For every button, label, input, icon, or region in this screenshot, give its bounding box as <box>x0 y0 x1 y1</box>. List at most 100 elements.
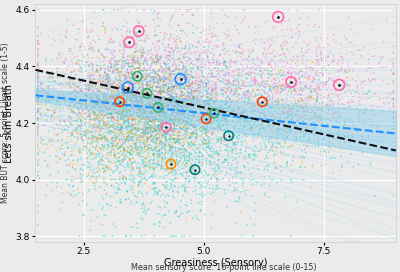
Point <box>87 91 94 95</box>
Point <box>206 103 212 107</box>
Point <box>186 137 192 141</box>
Point <box>157 101 164 106</box>
Point <box>252 25 258 29</box>
Point <box>133 31 140 36</box>
Point <box>128 138 134 143</box>
Point <box>121 69 127 74</box>
Point <box>232 78 239 82</box>
Point <box>76 27 82 31</box>
Point <box>298 110 305 114</box>
Point <box>308 116 315 120</box>
Point <box>76 98 83 102</box>
Point <box>119 52 126 56</box>
Point <box>126 116 132 120</box>
Point <box>116 146 122 151</box>
Point <box>134 75 140 79</box>
Point <box>184 59 191 64</box>
Point <box>115 94 122 99</box>
Point <box>74 159 81 163</box>
Point <box>123 106 129 111</box>
Point <box>170 76 176 81</box>
Point <box>111 105 117 109</box>
Point <box>169 96 175 101</box>
Point <box>190 97 196 101</box>
Point <box>146 101 153 105</box>
Point <box>263 144 270 148</box>
Point <box>212 152 218 156</box>
Point <box>38 115 45 119</box>
Point <box>49 70 55 74</box>
Point <box>324 80 331 84</box>
Point <box>119 177 126 181</box>
Point <box>311 111 317 116</box>
Point <box>257 83 264 87</box>
Point <box>128 135 134 139</box>
Point <box>152 222 159 226</box>
Point <box>195 99 201 103</box>
Point <box>390 105 397 109</box>
Point <box>97 100 103 105</box>
Point <box>280 41 287 45</box>
Point <box>140 160 147 164</box>
Point <box>75 132 82 137</box>
Point <box>361 107 368 112</box>
Point <box>109 95 116 99</box>
Point <box>86 47 92 51</box>
Point <box>126 108 132 112</box>
Point <box>191 115 197 120</box>
Point <box>76 124 82 128</box>
Point <box>182 77 189 81</box>
Point <box>185 55 191 59</box>
Point <box>129 105 136 109</box>
Point <box>162 135 169 139</box>
Point <box>317 52 324 57</box>
Point <box>125 93 131 97</box>
Point <box>321 86 328 90</box>
Point <box>160 110 166 114</box>
Point <box>283 55 289 59</box>
Point <box>296 85 303 90</box>
Point <box>246 119 252 124</box>
Point <box>140 50 146 55</box>
Point <box>153 117 160 121</box>
Point <box>152 57 158 61</box>
Point <box>189 147 196 151</box>
Point <box>101 144 108 149</box>
Point <box>340 102 347 107</box>
Point <box>160 157 166 162</box>
Point <box>187 78 193 82</box>
Point <box>274 102 281 106</box>
Point <box>249 61 256 65</box>
Point <box>304 95 311 99</box>
Point <box>193 109 199 113</box>
Point <box>175 65 182 69</box>
Point <box>190 166 197 170</box>
Point <box>127 109 134 113</box>
Point <box>140 142 147 146</box>
Point <box>209 121 215 125</box>
Point <box>254 132 261 136</box>
Point <box>128 129 134 134</box>
Point <box>236 98 243 102</box>
Point <box>171 122 178 126</box>
Point <box>169 69 176 74</box>
Point <box>314 97 320 101</box>
Point <box>253 81 259 85</box>
Point <box>139 127 146 131</box>
Point <box>228 100 234 105</box>
Point <box>171 105 178 110</box>
Point <box>78 150 84 154</box>
Point <box>35 174 41 178</box>
Point <box>170 73 177 77</box>
Point <box>131 149 137 154</box>
Point <box>128 98 135 103</box>
Point <box>153 100 160 104</box>
Point <box>357 95 363 100</box>
Point <box>86 88 92 93</box>
Point <box>122 76 128 81</box>
Point <box>186 180 192 184</box>
Point <box>98 60 105 64</box>
Point <box>108 63 115 67</box>
Point <box>181 170 187 175</box>
Point <box>142 119 149 124</box>
